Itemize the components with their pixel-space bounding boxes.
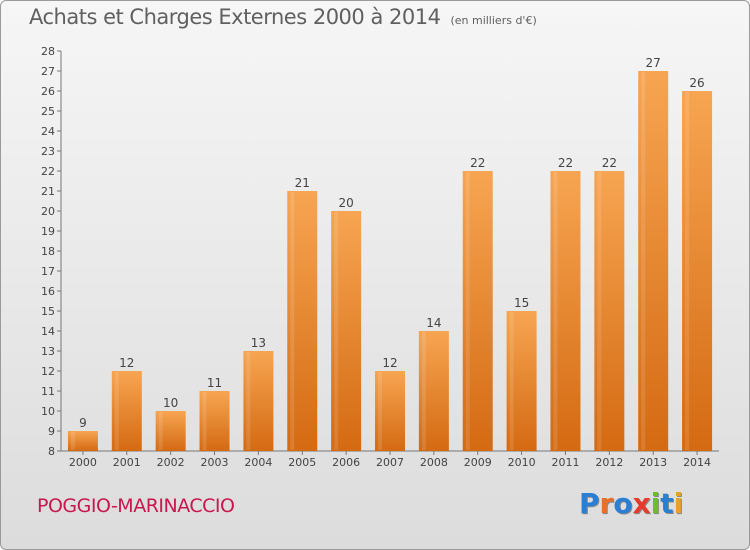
bar-value-label: 15: [514, 296, 529, 310]
chart-title: Achats et Charges Externes 2000 à 2014 (e…: [29, 5, 537, 29]
chart-title-text: Achats et Charges Externes 2000 à 2014: [29, 5, 441, 29]
bar-value-label: 22: [470, 156, 485, 170]
bar-highlight: [378, 372, 382, 450]
logo-letter: r: [599, 487, 614, 520]
x-tick-label: 2010: [508, 456, 536, 469]
chart-bars: [67, 71, 713, 451]
location-name: POGGIO-MARINACCIO: [37, 495, 235, 517]
x-tick-label: 2014: [683, 456, 711, 469]
bar: [67, 431, 98, 451]
x-tick-label: 2000: [69, 456, 97, 469]
bar: [550, 171, 581, 451]
bar-highlight: [597, 172, 602, 450]
bar: [594, 171, 625, 451]
x-tick-label: 2006: [332, 456, 360, 469]
x-tick-label: 2007: [376, 456, 404, 469]
bar-value-label: 22: [602, 156, 617, 170]
y-tick-label: 22: [41, 165, 55, 178]
bar-value-label: 22: [558, 156, 573, 170]
bar: [375, 371, 405, 451]
bar: [331, 211, 362, 451]
chart-subtitle: (en milliers d'€): [450, 14, 537, 27]
bar-highlight: [685, 92, 690, 450]
bar: [111, 371, 142, 451]
bar-highlight: [334, 212, 339, 450]
y-tick-label: 8: [48, 445, 55, 458]
x-tick-label: 2002: [157, 456, 185, 469]
y-tick-label: 26: [41, 85, 55, 98]
y-tick-label: 17: [41, 265, 55, 278]
bar-value-label: 9: [79, 416, 87, 430]
bar-value-label: 21: [295, 176, 310, 190]
bar: [418, 331, 449, 451]
y-tick-label: 15: [41, 305, 55, 318]
bar: [638, 71, 669, 451]
proxiti-logo[interactable]: Proxiti: [579, 487, 683, 520]
y-tick-label: 19: [41, 225, 55, 238]
logo-letter: o: [613, 487, 633, 520]
bar: [682, 91, 713, 451]
bar-highlight: [202, 392, 207, 450]
chart-axes: 8 9 10 11 12 13 14 15 16 17 18 19 20 21 22 23 24 25 26 27 28: [41, 45, 719, 458]
chart-labels: 2000 9 2001 12 2002 10 2003 11 2004 13 2005 21 2006 2…: [69, 56, 711, 469]
y-tick-label: 14: [41, 325, 55, 338]
bar-highlight: [246, 352, 251, 450]
bar-highlight: [114, 372, 119, 450]
logo-letter: P: [579, 487, 600, 520]
bar: [287, 191, 318, 451]
x-tick-label: 2003: [201, 456, 229, 469]
bar-highlight: [641, 72, 646, 450]
bar: [506, 311, 537, 451]
y-tick-label: 13: [41, 345, 55, 358]
logo-letter: i: [673, 487, 684, 520]
bar-value-label: 12: [119, 356, 134, 370]
x-tick-label: 2009: [464, 456, 492, 469]
x-tick-label: 2012: [595, 456, 623, 469]
bar-highlight: [421, 332, 426, 450]
y-tick-label: 12: [41, 365, 55, 378]
bar-highlight: [509, 312, 514, 450]
logo-letter: i: [650, 487, 661, 520]
x-tick-label: 2005: [288, 456, 316, 469]
y-tick-label: 20: [41, 205, 55, 218]
bar-value-label: 10: [163, 396, 178, 410]
bar-value-label: 27: [646, 56, 661, 70]
x-tick-label: 2013: [639, 456, 667, 469]
bar: [243, 351, 274, 451]
y-tick-label: 18: [41, 245, 55, 258]
y-tick-label: 27: [41, 65, 55, 78]
y-tick-label: 9: [48, 425, 55, 438]
x-tick-label: 2008: [420, 456, 448, 469]
bar-highlight: [290, 192, 295, 450]
bar-value-label: 11: [207, 376, 222, 390]
y-tick-label: 23: [41, 145, 55, 158]
logo-letter: x: [632, 487, 651, 520]
bar-highlight: [553, 172, 558, 450]
y-tick-label: 10: [41, 405, 55, 418]
bar: [462, 171, 493, 451]
x-tick-label: 2011: [551, 456, 579, 469]
bar-value-label: 26: [689, 76, 704, 90]
bar: [199, 391, 230, 451]
bar-value-label: 14: [426, 316, 441, 330]
x-tick-label: 2001: [113, 456, 141, 469]
bar-highlight: [70, 432, 75, 450]
x-tick-label: 2004: [244, 456, 272, 469]
y-tick-label: 11: [41, 385, 55, 398]
y-tick-label: 28: [41, 45, 55, 58]
y-tick-label: 25: [41, 105, 55, 118]
bar-value-label: 20: [338, 196, 353, 210]
y-tick-label: 24: [41, 125, 55, 138]
bar-highlight: [465, 172, 470, 450]
y-tick-label: 21: [41, 185, 55, 198]
y-tick-label: 16: [41, 285, 55, 298]
bar: [155, 411, 186, 451]
bar-highlight: [158, 412, 163, 450]
bar-value-label: 12: [382, 356, 397, 370]
bar-value-label: 13: [251, 336, 266, 350]
logo-letter: t: [660, 487, 674, 520]
